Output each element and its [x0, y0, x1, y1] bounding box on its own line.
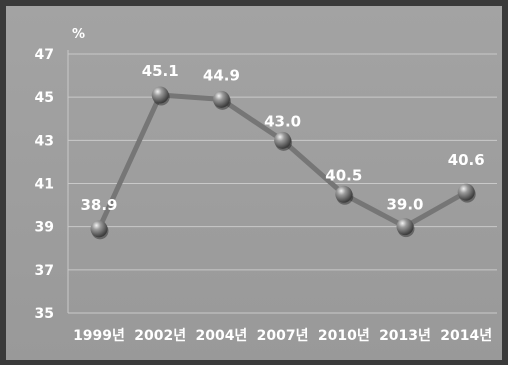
data-point-marker: [396, 218, 414, 236]
markers: [90, 86, 476, 240]
axes: [67, 50, 497, 314]
data-point-marker: [335, 185, 353, 203]
gridlines: [68, 53, 497, 271]
y-tick-label: 35: [35, 306, 54, 322]
x-tick-label: 2004년: [195, 328, 247, 344]
x-tick-label: 1999년: [73, 328, 125, 344]
y-tick-label: 41: [35, 177, 54, 193]
data-point-marker: [274, 131, 292, 149]
x-tick-label: 2002년: [134, 328, 186, 344]
y-axis-unit: %: [72, 27, 85, 42]
data-point-marker: [212, 90, 230, 108]
x-tick-label: 2014년: [440, 328, 492, 344]
x-tick-labels: 1999년 2002년 2004년 2007년 2010년 2013년 2014년: [73, 328, 492, 344]
x-tick-label: 2010년: [318, 328, 370, 344]
data-label: 45.1: [142, 62, 179, 80]
data-label: 39.0: [386, 196, 423, 214]
data-label: 43.0: [264, 112, 301, 130]
x-tick-label: 2013년: [379, 328, 431, 344]
y-tick-label: 47: [35, 47, 54, 63]
data-label: 44.9: [203, 66, 240, 84]
data-point-marker: [90, 220, 108, 238]
y-tick-label: 43: [35, 133, 54, 149]
y-tick-label: 45: [35, 90, 54, 106]
y-tick-label: 37: [35, 263, 54, 279]
data-labels: 38.9 45.1 44.9 43.0 40.5 39.0 40.6: [80, 62, 484, 214]
data-label: 40.5: [325, 166, 362, 184]
data-label: 40.6: [448, 151, 485, 169]
data-point-marker: [457, 183, 475, 201]
data-point-marker: [151, 86, 169, 104]
x-tick-label: 2007년: [257, 328, 309, 344]
y-tick-label: 39: [35, 220, 54, 236]
y-tick-labels: 35 37 39 41 43 45 47: [35, 47, 54, 322]
data-label: 38.9: [80, 196, 117, 214]
